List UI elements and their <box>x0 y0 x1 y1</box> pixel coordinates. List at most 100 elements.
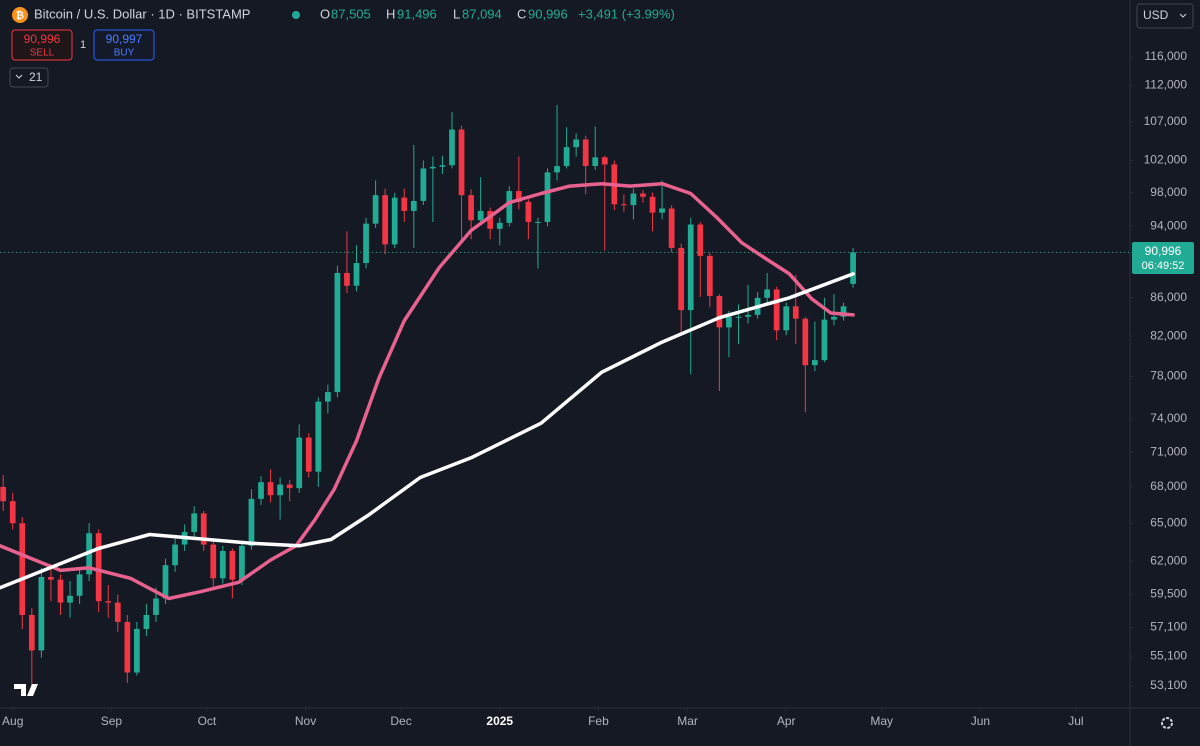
y-tick-label: 55,100 <box>1150 648 1187 662</box>
candle-body <box>792 306 799 319</box>
candle-body <box>19 523 26 615</box>
candle-body <box>258 482 264 499</box>
y-tick-label: 86,000 <box>1150 290 1187 304</box>
candle-body <box>430 166 436 169</box>
y-tick-label: 82,000 <box>1150 328 1187 342</box>
indicators-toggle[interactable] <box>9 67 49 88</box>
y-tick-label: 116,000 <box>1145 49 1188 63</box>
candle-body <box>172 544 178 566</box>
candle-body <box>229 550 236 580</box>
buy-label: BUY <box>114 48 135 59</box>
symbol-title[interactable]: Bitcoin / U.S. Dollar · 1D · BITSTAMP <box>34 6 250 21</box>
candle-body <box>706 255 713 296</box>
ohlc-value: 91,496 <box>397 6 437 21</box>
sell-button[interactable] <box>11 29 73 61</box>
candle-body <box>334 272 341 393</box>
logo-glyph: ₿ <box>16 10 24 22</box>
plot-area <box>0 104 1130 696</box>
price-tag <box>1132 242 1194 274</box>
buy-price: 90,997 <box>106 32 143 46</box>
candle-body <box>210 544 217 579</box>
x-tick-label: Nov <box>295 714 316 728</box>
y-tick-label: 68,000 <box>1150 479 1187 493</box>
currency: USD <box>1143 8 1169 22</box>
candle-body <box>668 208 675 248</box>
y-tick-label: 74,000 <box>1150 411 1187 425</box>
tradingview-logo[interactable] <box>14 684 38 696</box>
ohlc-key: C <box>517 6 526 21</box>
y-tick-label: 102,000 <box>1144 153 1188 167</box>
candle-body <box>535 221 541 223</box>
candle-body <box>649 196 656 213</box>
moving-average <box>0 272 855 590</box>
y-tick-label: 53,100 <box>1150 678 1187 692</box>
candle-body <box>621 204 627 206</box>
candle-body <box>296 437 303 489</box>
candle-body <box>200 513 207 545</box>
candle-body <box>248 498 255 546</box>
buy-button[interactable] <box>93 29 155 61</box>
chevron <box>1179 13 1187 18</box>
y-tick-label: 57,100 <box>1150 620 1187 634</box>
candle-body <box>506 191 513 223</box>
sell-label: SELL <box>30 48 55 59</box>
candle-body <box>783 306 790 331</box>
candle-body <box>812 360 818 366</box>
candle-body <box>697 224 704 256</box>
candle-body <box>659 208 665 213</box>
moving-average <box>0 181 855 601</box>
candle-body <box>726 316 732 328</box>
candle-body <box>143 614 150 629</box>
candle-body <box>840 306 847 317</box>
candle-body <box>105 601 112 603</box>
candle-body <box>449 129 455 166</box>
candle-body <box>9 501 16 524</box>
candle-body <box>420 168 427 201</box>
candle-body <box>191 513 198 532</box>
candle-body <box>773 289 780 331</box>
candle-body <box>305 437 312 472</box>
candle-body <box>582 139 589 167</box>
y-tick-label: 94,000 <box>1150 218 1187 232</box>
candle-body <box>410 200 417 211</box>
y-tick-label: 98,000 <box>1150 185 1187 199</box>
y-tick-label: 71,000 <box>1150 444 1187 458</box>
candle-body <box>28 614 35 651</box>
change: +3,491 (+3.99%) <box>578 6 675 21</box>
y-tick-label: 59,500 <box>1150 587 1187 601</box>
candle-body <box>124 621 131 673</box>
y-tick-label: 107,000 <box>1144 114 1188 128</box>
x-tick-label: May <box>870 714 893 728</box>
y-tick-label: 78,000 <box>1150 369 1187 383</box>
candle-body <box>353 263 360 286</box>
candle-body <box>592 157 599 167</box>
symbol-logo <box>12 7 28 23</box>
candle-body <box>48 577 54 580</box>
quantity: 1 <box>80 39 86 51</box>
ohlc-value: 87,505 <box>331 6 371 21</box>
candle-body <box>67 595 73 603</box>
candle-body <box>525 201 532 222</box>
x-tick-label: Apr <box>777 714 796 728</box>
x-tick-label: Dec <box>390 714 411 728</box>
ohlc-key: O <box>320 6 330 21</box>
candle-body <box>640 193 646 197</box>
x-tick-label: 2025 <box>486 714 513 728</box>
candle-body <box>344 272 350 286</box>
candle-body <box>134 628 140 673</box>
candle-body <box>153 598 159 615</box>
candle-body <box>487 210 494 229</box>
candle-body <box>554 166 560 173</box>
candle-body <box>401 197 408 211</box>
candle-body <box>573 139 580 148</box>
currency-select[interactable] <box>1136 3 1194 29</box>
candle-body <box>315 401 322 472</box>
candle-body <box>678 247 685 311</box>
candle-body <box>745 314 751 317</box>
price-tag-value: 90,996 <box>1145 244 1182 258</box>
settings-gear[interactable] <box>1161 717 1173 729</box>
x-tick-label: Jun <box>971 714 990 728</box>
candle-body <box>821 319 828 361</box>
y-tick-label: 62,000 <box>1150 553 1187 567</box>
